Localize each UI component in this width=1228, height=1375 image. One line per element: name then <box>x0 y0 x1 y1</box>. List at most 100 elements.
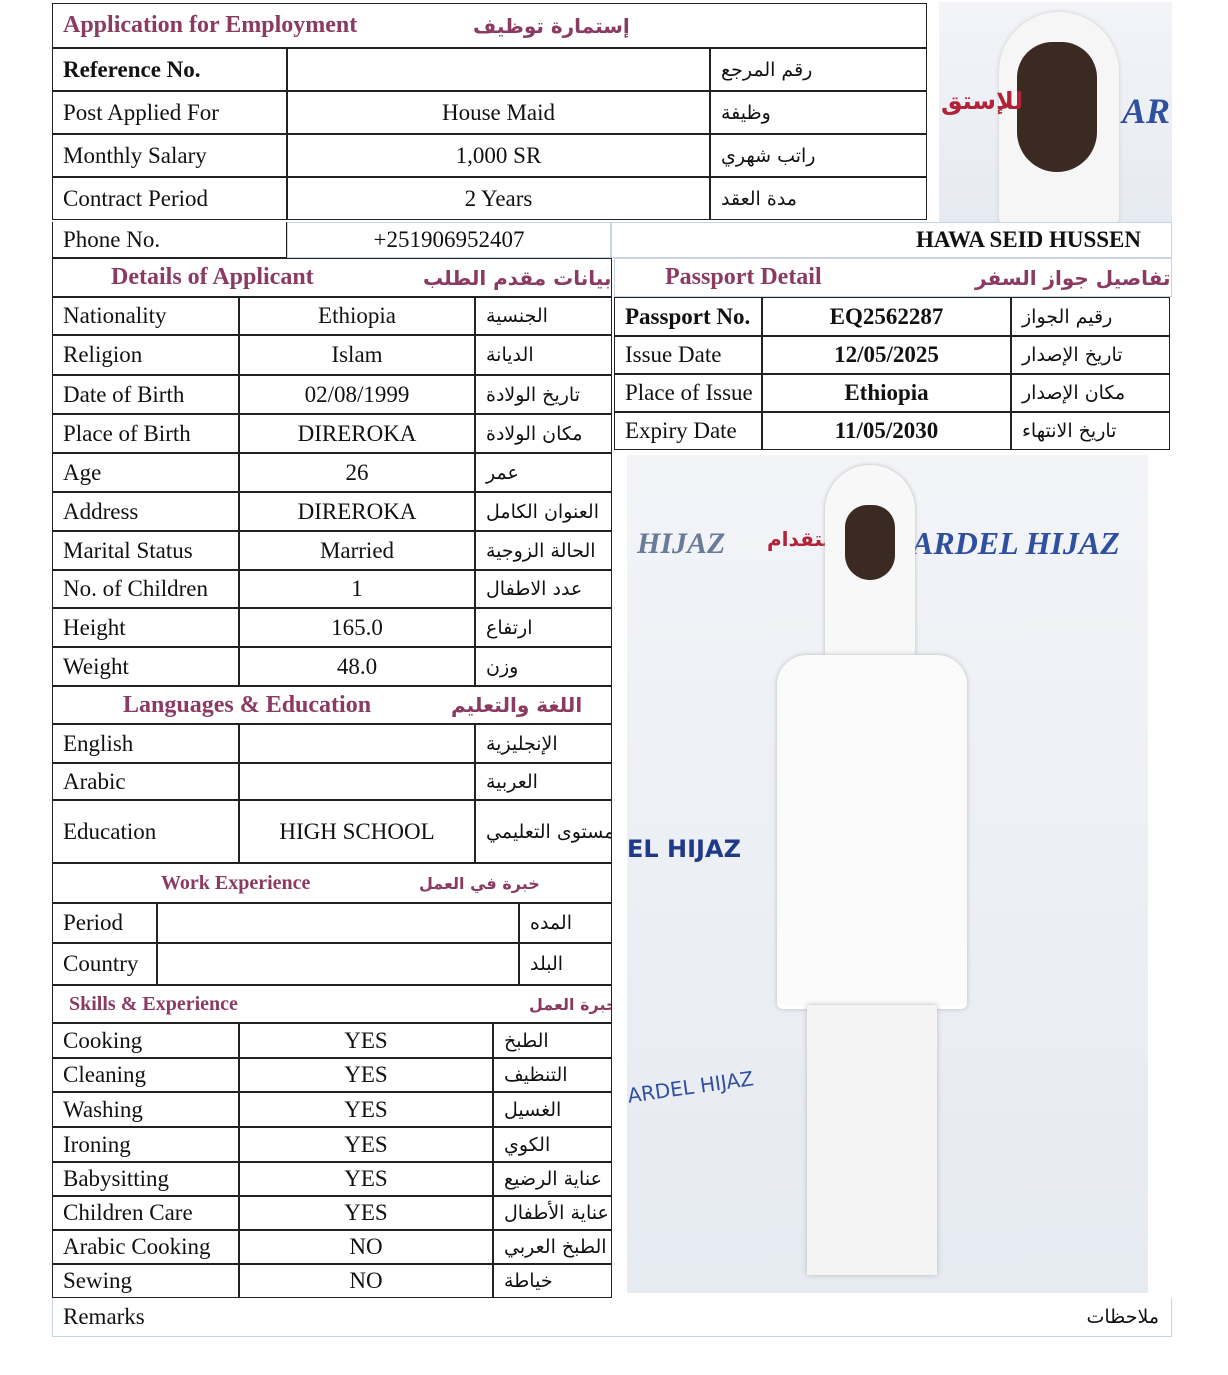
row-label-ar-text: المستوى التعليمي <box>486 820 611 843</box>
row-value: YES <box>239 1127 493 1162</box>
row-value: House Maid <box>287 91 710 134</box>
row-label-ar-text: راتب شهري <box>721 144 816 167</box>
row-label-ar: العربية <box>475 763 612 800</box>
row-value: Islam <box>239 335 475 375</box>
row-label-ar-text: الديانة <box>486 344 534 366</box>
row-value-text: Married <box>319 537 395 563</box>
section-title-en: Passport Detail <box>665 264 822 290</box>
row-label: Marital Status <box>52 531 239 570</box>
row-label-text: Children Care <box>63 1200 193 1225</box>
photo-watermark: للإستق <box>941 87 1024 115</box>
row-label-ar: رقم المرجع <box>710 48 927 91</box>
row-label-text: Issue Date <box>625 342 722 367</box>
row-value: Ethiopia <box>762 374 1011 412</box>
remarks-label-ar: ملاحظات <box>1086 1306 1159 1328</box>
row-label-text: Age <box>63 459 102 485</box>
details-header: Details of Applicant بيانات مقدم الطلب <box>52 258 612 297</box>
section-title-ar: تفاصيل جواز السفر <box>975 265 1171 290</box>
phone-value: +251906952407 <box>287 222 611 258</box>
row-label-ar-text: عناية الرضيع <box>504 1168 602 1190</box>
row-value: 02/08/1999 <box>239 375 475 414</box>
row-label-ar: تاريخ الإصدار <box>1011 336 1170 374</box>
row-label-ar: البلد <box>519 943 612 985</box>
row-label: Arabic Cooking <box>52 1230 239 1264</box>
row-label-text: Reference No. <box>63 56 201 82</box>
row-label-ar: الغسيل <box>493 1092 612 1127</box>
row-value: YES <box>239 1058 493 1092</box>
row-value: 1 <box>239 570 475 608</box>
row-value: DIREROKA <box>239 414 475 453</box>
photo-shape <box>1017 42 1097 172</box>
row-label-ar: المستوى التعليمي <box>475 800 612 863</box>
row-label: Washing <box>52 1092 239 1127</box>
row-label-text: Babysitting <box>63 1166 170 1191</box>
row-label-ar-text: عدد الاطفال <box>486 578 583 600</box>
row-label: Age <box>52 453 239 492</box>
row-label-ar-text: الكوي <box>504 1133 551 1156</box>
row-label-ar: عناية الأطفال <box>493 1196 612 1230</box>
portrait-photo: للإستق AR <box>939 2 1172 222</box>
row-label-text: Country <box>63 951 139 976</box>
row-label-ar-text: عمر <box>486 461 519 484</box>
section-title-ar: اللغة والتعليم <box>451 693 583 717</box>
section-title-en: Skills & Experience <box>69 992 238 1015</box>
row-label-ar-text: العنوان الكامل <box>486 500 599 523</box>
row-value <box>157 943 519 985</box>
row-label: English <box>52 724 239 763</box>
row-value: HIGH SCHOOL <box>239 800 475 863</box>
skills-header: Skills & Experience خبرة العمل <box>52 985 612 1023</box>
row-label: Monthly Salary <box>52 134 287 177</box>
photo-watermark: EL HIJAZ <box>627 835 741 863</box>
row-label: Religion <box>52 335 239 375</box>
row-value: NO <box>239 1230 493 1264</box>
row-value-text: YES <box>344 1062 388 1087</box>
row-value-text: 11/05/2030 <box>834 418 939 443</box>
section-title-en: Details of Applicant <box>111 264 314 290</box>
row-label-ar: الجنسية <box>475 297 612 335</box>
remarks-label-text: Remarks <box>63 1304 145 1329</box>
row-label: Country <box>52 943 157 985</box>
row-label-text: Religion <box>63 342 143 367</box>
row-label: Passport No. <box>614 297 762 336</box>
row-label: Ironing <box>52 1127 239 1162</box>
row-label-text: English <box>63 730 134 756</box>
row-label: Weight <box>52 647 239 686</box>
row-value <box>239 724 475 763</box>
row-value-text: House Maid <box>441 99 556 125</box>
row-label: Reference No. <box>52 48 287 91</box>
row-value-text: NO <box>349 1268 383 1293</box>
row-label-ar-text: وزن <box>486 655 519 678</box>
row-value: DIREROKA <box>239 492 475 531</box>
row-label-ar-text: تاريخ الولادة <box>486 383 580 406</box>
row-label-ar-text: مكان الإصدار <box>1022 382 1126 404</box>
section-title-ar: خبرة في العمل <box>419 873 540 893</box>
photo-watermark: HIJAZ <box>637 527 726 560</box>
row-value: 26 <box>239 453 475 492</box>
row-label: Nationality <box>52 297 239 335</box>
row-label-text: Period <box>63 910 124 935</box>
row-label-ar-text: رقيم الجواز <box>1022 305 1113 328</box>
row-label-text: Education <box>63 818 157 844</box>
section-title-ar: إستمارة توظيف <box>473 13 630 38</box>
row-value-text: HIGH SCHOOL <box>279 818 435 844</box>
row-value-text: 26 <box>345 459 369 485</box>
row-label-ar: وظيفة <box>710 91 927 134</box>
row-value: YES <box>239 1023 493 1058</box>
row-value: 2 Years <box>287 177 710 220</box>
row-label: Place of Birth <box>52 414 239 453</box>
row-label-ar-text: مدة العقد <box>721 187 797 210</box>
row-label-ar: وزن <box>475 647 612 686</box>
row-label-text: Contract Period <box>63 185 208 211</box>
row-value-text: 1,000 SR <box>455 142 542 168</box>
row-label-ar-text: الجنسية <box>486 305 548 327</box>
row-label-text: Washing <box>63 1096 143 1122</box>
remarks-label: Remarks ملاحظات <box>52 1298 1172 1337</box>
row-label-ar: مدة العقد <box>710 177 927 220</box>
row-label-text: Cooking <box>63 1027 143 1053</box>
row-label-text: Arabic <box>63 768 126 794</box>
row-label: Issue Date <box>614 336 762 374</box>
row-label-text: Expiry Date <box>625 418 737 443</box>
row-label: Arabic <box>52 763 239 800</box>
row-value-text: 1 <box>351 576 363 601</box>
row-label-ar: تاريخ الانتهاء <box>1011 412 1170 450</box>
